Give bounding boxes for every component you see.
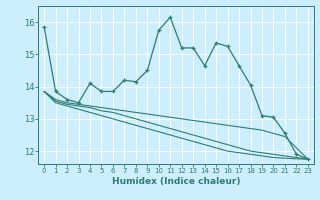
X-axis label: Humidex (Indice chaleur): Humidex (Indice chaleur): [112, 177, 240, 186]
